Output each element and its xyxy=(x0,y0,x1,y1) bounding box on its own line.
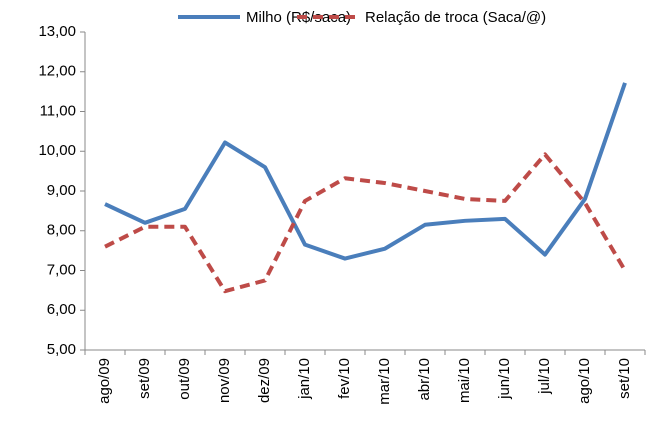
x-tick-label: mai/10 xyxy=(456,358,473,403)
x-tick-label: out/09 xyxy=(176,358,193,400)
y-tick-label: 7,00 xyxy=(47,261,76,278)
x-tick-label: jan/10 xyxy=(296,358,313,400)
y-tick-label: 5,00 xyxy=(47,341,76,358)
x-tick-label: ago/10 xyxy=(576,358,593,404)
x-tick-label: fev/10 xyxy=(336,358,353,399)
x-tick-label: mar/10 xyxy=(376,358,393,405)
y-tick-label: 9,00 xyxy=(47,182,76,199)
y-tick-label: 6,00 xyxy=(47,301,76,318)
x-tick-label: dez/09 xyxy=(256,358,273,403)
x-tick-label: abr/10 xyxy=(416,358,433,401)
x-tick-label: set/09 xyxy=(136,358,153,399)
x-tick-label: nov/09 xyxy=(216,358,233,403)
x-tick-label: set/10 xyxy=(616,358,633,399)
y-tick-label: 10,00 xyxy=(38,142,76,159)
y-tick-label: 11,00 xyxy=(40,102,76,119)
y-tick-label: 13,00 xyxy=(38,23,76,40)
series-line xyxy=(104,152,627,294)
x-tick-label: jun/10 xyxy=(496,358,513,400)
legend-label: Relação de troca (Saca/@) xyxy=(365,9,546,26)
y-tick-label: 12,00 xyxy=(38,63,76,80)
y-tick-label: 8,00 xyxy=(47,222,76,239)
x-tick-label: ago/09 xyxy=(96,358,113,404)
series-line xyxy=(104,82,627,261)
x-tick-label: jul/10 xyxy=(536,358,553,395)
